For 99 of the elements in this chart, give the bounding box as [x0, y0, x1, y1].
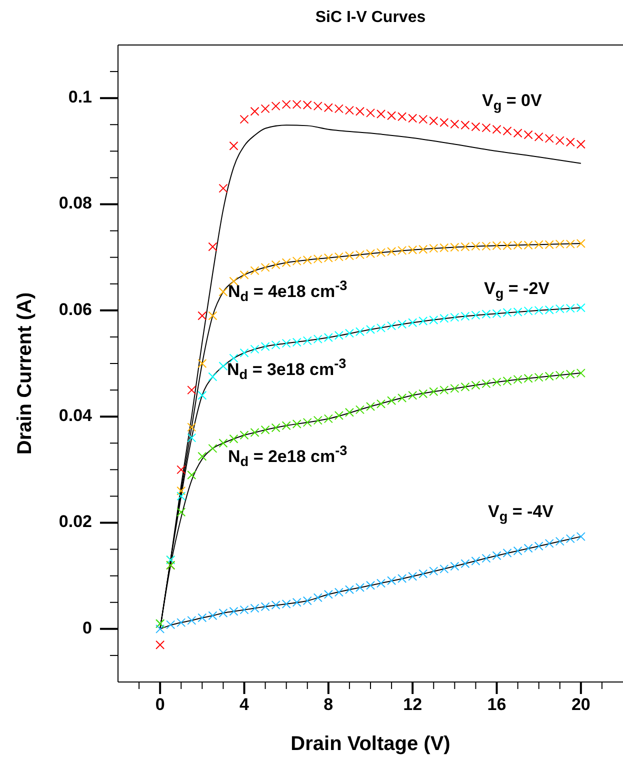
- point: [482, 554, 491, 563]
- x-tick-label: 16: [487, 695, 506, 714]
- x-tick-label: 12: [403, 695, 422, 714]
- y-tick-label: 0: [82, 618, 92, 638]
- y-tick-label: 0.04: [58, 406, 93, 426]
- y-tick-label: 0.06: [58, 300, 92, 319]
- point: [250, 106, 260, 116]
- point: [187, 470, 196, 480]
- point: [187, 386, 196, 395]
- annotation: V$_{g}$ = -4V: [488, 502, 554, 524]
- point: [418, 569, 428, 578]
- annotation: V$_{g}$ = 0V: [482, 91, 542, 113]
- y-axis-title: Drain Current (A): [14, 292, 36, 455]
- chart-title: SiC I-V Curves: [315, 9, 426, 26]
- annotation: V$_{g}$ = -2V: [484, 279, 550, 301]
- point: [198, 311, 207, 320]
- point: [334, 411, 344, 420]
- point: [229, 354, 238, 363]
- point: [355, 583, 364, 592]
- point: [250, 344, 260, 354]
- point: [544, 538, 554, 548]
- point: [387, 576, 396, 586]
- point: [313, 593, 322, 602]
- annotation: N$_{d}$ = 3e18 cm$^{-3}$: [227, 356, 347, 382]
- point: [176, 492, 186, 501]
- x-tick-label: 20: [571, 695, 590, 714]
- y-tick-label: 0.02: [58, 512, 92, 532]
- point: [208, 372, 218, 382]
- point: [450, 562, 460, 571]
- point: [344, 408, 354, 417]
- x-axis-title: Drain Voltage (V): [290, 733, 450, 756]
- point: [166, 620, 176, 630]
- point: [366, 402, 375, 411]
- point: [440, 564, 449, 574]
- point: [260, 104, 270, 114]
- point: [471, 556, 480, 566]
- point: [324, 590, 333, 599]
- point: [198, 359, 207, 368]
- point: [229, 434, 238, 444]
- point: [176, 465, 186, 474]
- point: [366, 580, 375, 590]
- point: [271, 260, 280, 270]
- point: [198, 390, 207, 400]
- annotation: N$_{d}$ = 4e18 cm$^{-3}$: [228, 278, 348, 304]
- point: [260, 425, 270, 434]
- point: [344, 585, 354, 594]
- point: [376, 578, 386, 588]
- point: [218, 184, 228, 193]
- point: [250, 428, 260, 438]
- point: [566, 534, 575, 544]
- point: [176, 486, 186, 496]
- point: [534, 542, 544, 551]
- point: [240, 348, 249, 358]
- point: [398, 574, 407, 583]
- point: [355, 405, 364, 414]
- x-tick-label: 4: [240, 695, 250, 714]
- y-tick-label: 0.1: [68, 88, 92, 107]
- point: [218, 287, 228, 296]
- point: [398, 394, 407, 403]
- point: [460, 559, 470, 568]
- point: [208, 611, 218, 620]
- point: [218, 438, 228, 448]
- point: [187, 422, 196, 432]
- point: [240, 114, 249, 124]
- x-tick-label: 8: [324, 695, 334, 714]
- point: [260, 262, 270, 272]
- point: [156, 640, 165, 650]
- point: [198, 613, 207, 622]
- point: [208, 444, 218, 453]
- point: [408, 572, 418, 581]
- point: [208, 242, 218, 252]
- point: [187, 616, 196, 625]
- point: [429, 566, 438, 576]
- point: [513, 546, 522, 556]
- point: [176, 618, 186, 628]
- point: [156, 624, 165, 634]
- point: [576, 532, 586, 542]
- x-tick-label: 0: [155, 695, 165, 714]
- point: [334, 330, 344, 340]
- point: [271, 423, 280, 432]
- point: [376, 399, 386, 408]
- point: [250, 266, 260, 276]
- point: [240, 430, 249, 440]
- point: [334, 588, 344, 597]
- point: [576, 140, 586, 149]
- point: [502, 548, 512, 558]
- annotation: N$_{d}$ = 2e18 cm$^{-3}$: [228, 443, 348, 469]
- point: [524, 544, 533, 553]
- point: [492, 551, 502, 560]
- point: [208, 311, 218, 320]
- point: [198, 452, 207, 461]
- point: [555, 536, 564, 546]
- point: [229, 141, 238, 150]
- point: [176, 508, 186, 517]
- point: [240, 270, 249, 280]
- y-tick-label: 0.08: [58, 194, 92, 213]
- point: [387, 396, 396, 406]
- point: [218, 362, 228, 371]
- point: [187, 433, 196, 442]
